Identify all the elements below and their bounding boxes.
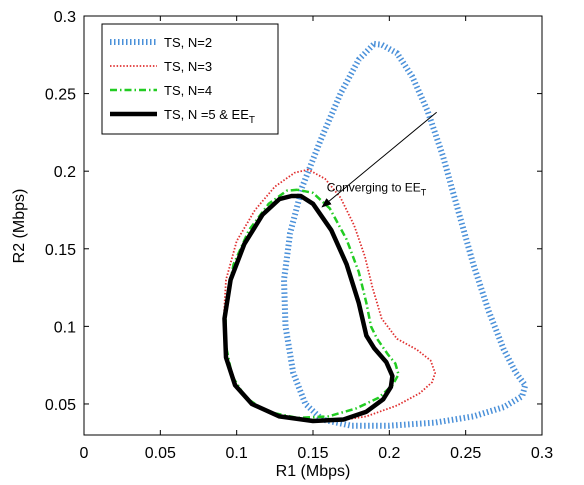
x-tick-label: 0.2 — [378, 445, 400, 462]
y-axis-label: R2 (Mbps) — [11, 189, 28, 264]
x-tick-label: 0.25 — [450, 445, 481, 462]
legend-item: TS, N=2 — [110, 35, 212, 50]
x-tick-label: 0.1 — [226, 445, 248, 462]
x-tick-label: 0 — [80, 445, 89, 462]
y-tick-label: 0.3 — [54, 9, 76, 26]
y-tick-label: 0.1 — [54, 319, 76, 336]
y-tick-label: 0.25 — [45, 87, 76, 104]
annotation-layer: Converging to EET — [321, 111, 437, 208]
legend-label: TS, N=3 — [164, 59, 212, 74]
series-line-4 — [222, 193, 395, 424]
legend-item: TS, N=3 — [110, 59, 212, 74]
series-line-1 — [281, 40, 529, 429]
y-tick-label: 0.05 — [45, 397, 76, 414]
legend-label: TS, N=2 — [164, 35, 212, 50]
annotation-text: Converging to EET — [327, 180, 427, 197]
legend-label: TS, N =5 & EET — [164, 107, 255, 126]
legend-item: TS, N =5 & EET — [110, 107, 255, 126]
x-tick-label: 0.05 — [145, 445, 176, 462]
annotation-arrow — [321, 111, 437, 208]
x-axis-label: R1 (Mbps) — [276, 463, 351, 480]
x-tick-label: 0.3 — [531, 445, 553, 462]
series-layer — [222, 40, 529, 429]
x-tick-label: 0.15 — [297, 445, 328, 462]
legend-item: TS, N=4 — [110, 83, 212, 98]
y-tick-label: 0.15 — [45, 242, 76, 259]
legend: TS, N=2 TS, N=3 TS, N=4 TS, N =5 & EET — [101, 23, 279, 135]
legend-entries: TS, N=2 TS, N=3 TS, N=4 TS, N =5 & EET — [110, 35, 255, 126]
legend-label: TS, N=4 — [164, 83, 212, 98]
y-tick-label: 0.2 — [54, 164, 76, 181]
ticks-layer: 0 0.05 0.1 0.15 0.2 0.25 0.3 0.05 0.1 0.15 0.2 0.25… — [45, 9, 553, 462]
